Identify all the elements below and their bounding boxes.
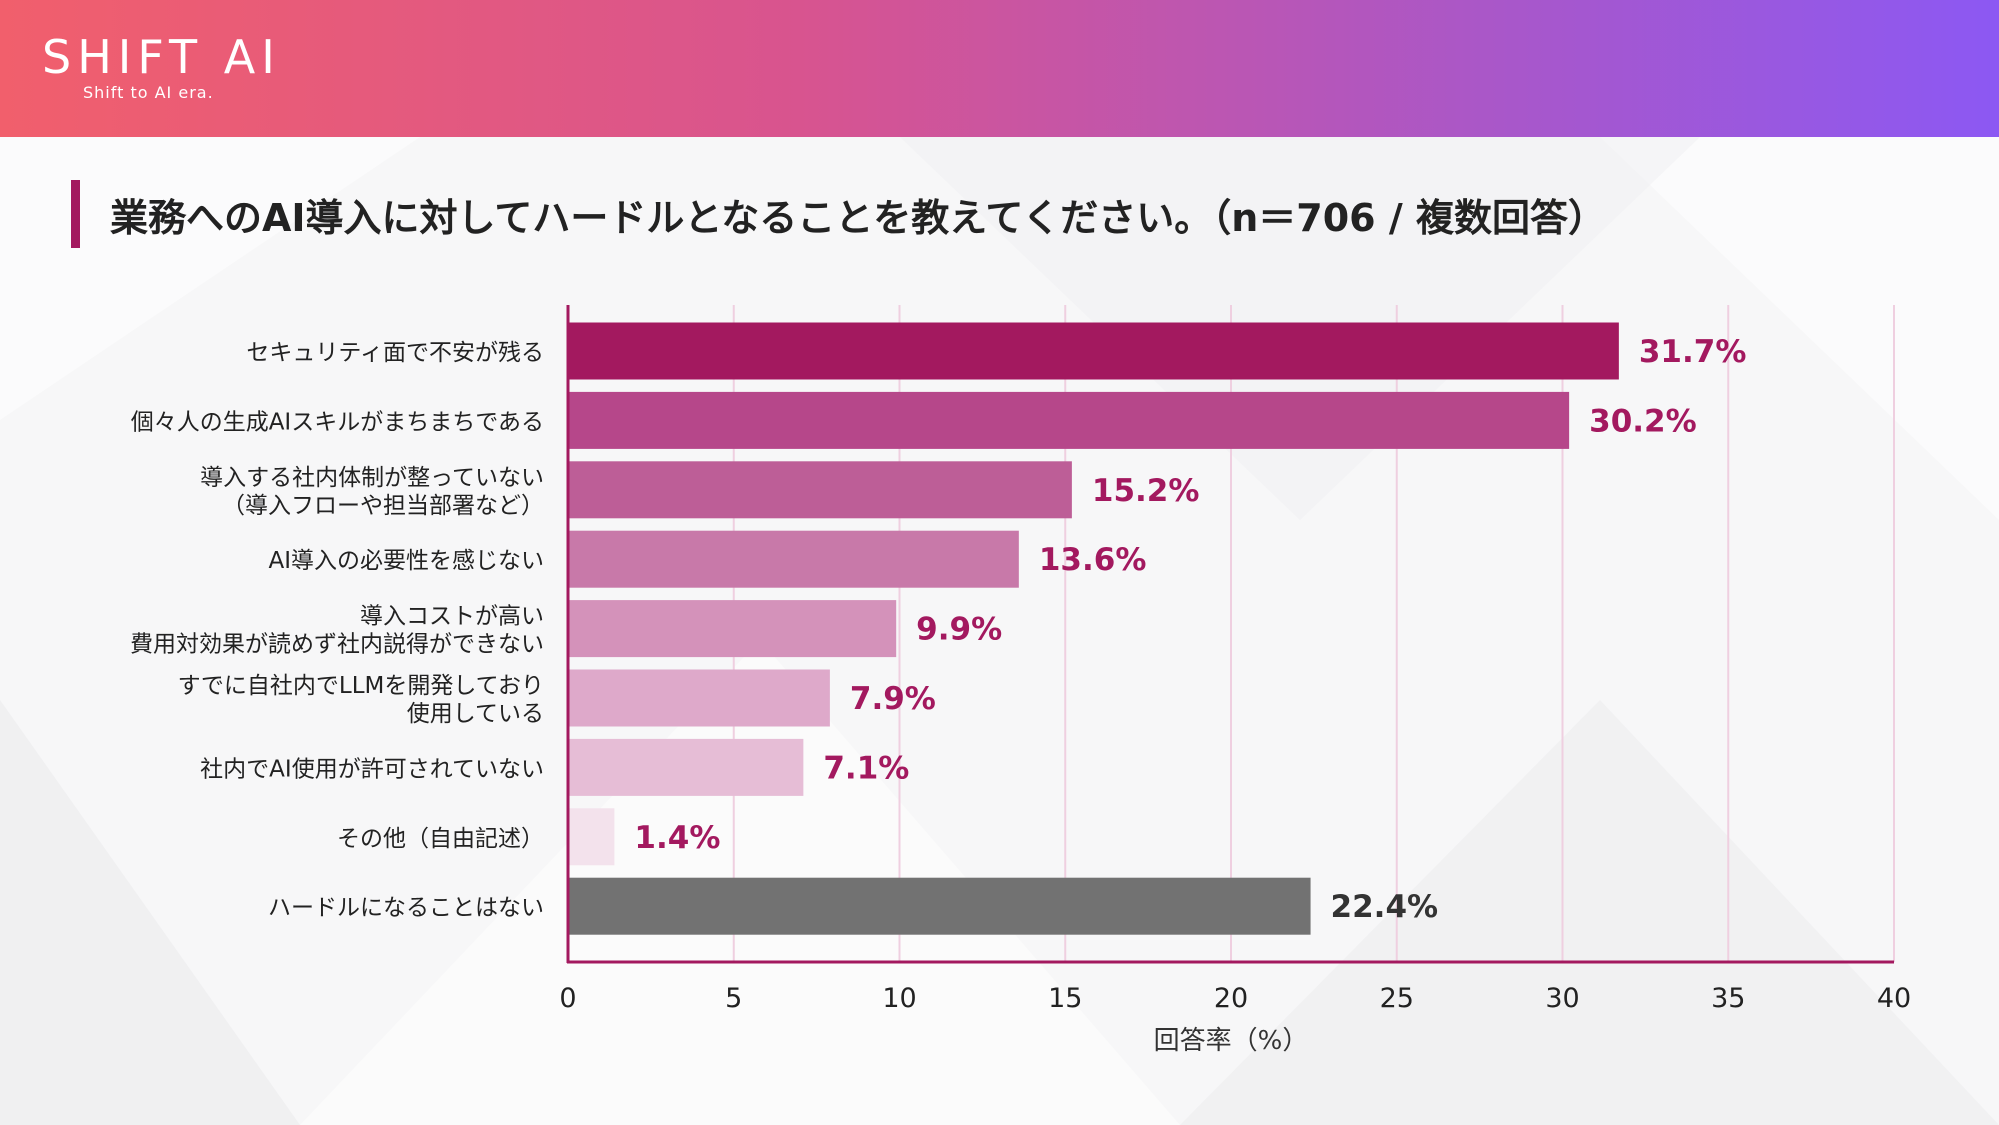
value-label: 31.7% [1639, 334, 1747, 370]
x-axis-title: 回答率（%） [1154, 1026, 1309, 1056]
x-tick-label: 30 [1545, 983, 1579, 1014]
bar [568, 322, 1619, 380]
x-tick-label: 20 [1214, 983, 1248, 1014]
category-label: 費用対効果が読めず社内説得ができない [130, 632, 544, 658]
chart-title: 業務へのAI導入に対してハードルとなることを教えてください。（n＝706 / 複… [110, 196, 1606, 240]
value-label: 15.2% [1092, 473, 1200, 509]
category-label: セキュリティ面で不安が残る [246, 340, 544, 366]
value-label: 1.4% [634, 820, 720, 856]
chart-bars [568, 322, 1619, 935]
header-banner: SHIFT AI Shift to AI era. [0, 0, 1999, 137]
bar [568, 461, 1072, 519]
bar [568, 808, 615, 866]
bar [568, 600, 897, 658]
brand-logo: SHIFT AI [42, 30, 281, 84]
category-label: 社内でAI使用が許可されていない [200, 756, 544, 782]
x-tick-label: 0 [559, 983, 576, 1014]
category-label: その他（自由記述） [337, 826, 544, 852]
x-tick-label: 5 [725, 983, 742, 1014]
value-label: 22.4% [1331, 889, 1439, 925]
category-label: 導入する社内体制が整っていない [200, 465, 544, 491]
value-label: 30.2% [1589, 403, 1697, 439]
value-label: 7.1% [823, 750, 909, 786]
chart-labels: 31.7% セキュリティ面で不安が残る 30.2% 個々人の生成AIスキルがまちまちで… [130, 334, 1746, 925]
bar [568, 669, 830, 727]
brand-tagline: Shift to AI era. [83, 83, 214, 102]
category-label: （導入フローや担当部署など） [222, 493, 544, 519]
value-label: 13.6% [1039, 542, 1147, 578]
x-tick-label: 15 [1048, 983, 1082, 1014]
x-tick-label: 25 [1380, 983, 1414, 1014]
bar [568, 877, 1311, 935]
category-label: 個々人の生成AIスキルがまちまちである [131, 409, 544, 435]
chart-axes: 0 5 10 15 20 25 30 35 40 回答率（%） [559, 305, 1911, 1056]
category-label: 導入コストが高い [360, 604, 544, 630]
x-tick-label: 10 [882, 983, 916, 1014]
category-label: 使用している [407, 701, 544, 727]
bar [568, 391, 1570, 449]
title-accent-bar [71, 180, 80, 248]
x-tick-label: 40 [1877, 983, 1911, 1014]
value-label: 9.9% [916, 612, 1002, 648]
category-label: すでに自社内でLLMを開発しており [178, 673, 544, 699]
x-tick-label: 35 [1711, 983, 1745, 1014]
bar [568, 738, 804, 796]
value-label: 7.9% [850, 681, 936, 717]
bar [568, 530, 1019, 588]
category-label: ハードルになることはない [268, 895, 544, 921]
category-label: AI導入の必要性を感じない [268, 548, 544, 574]
